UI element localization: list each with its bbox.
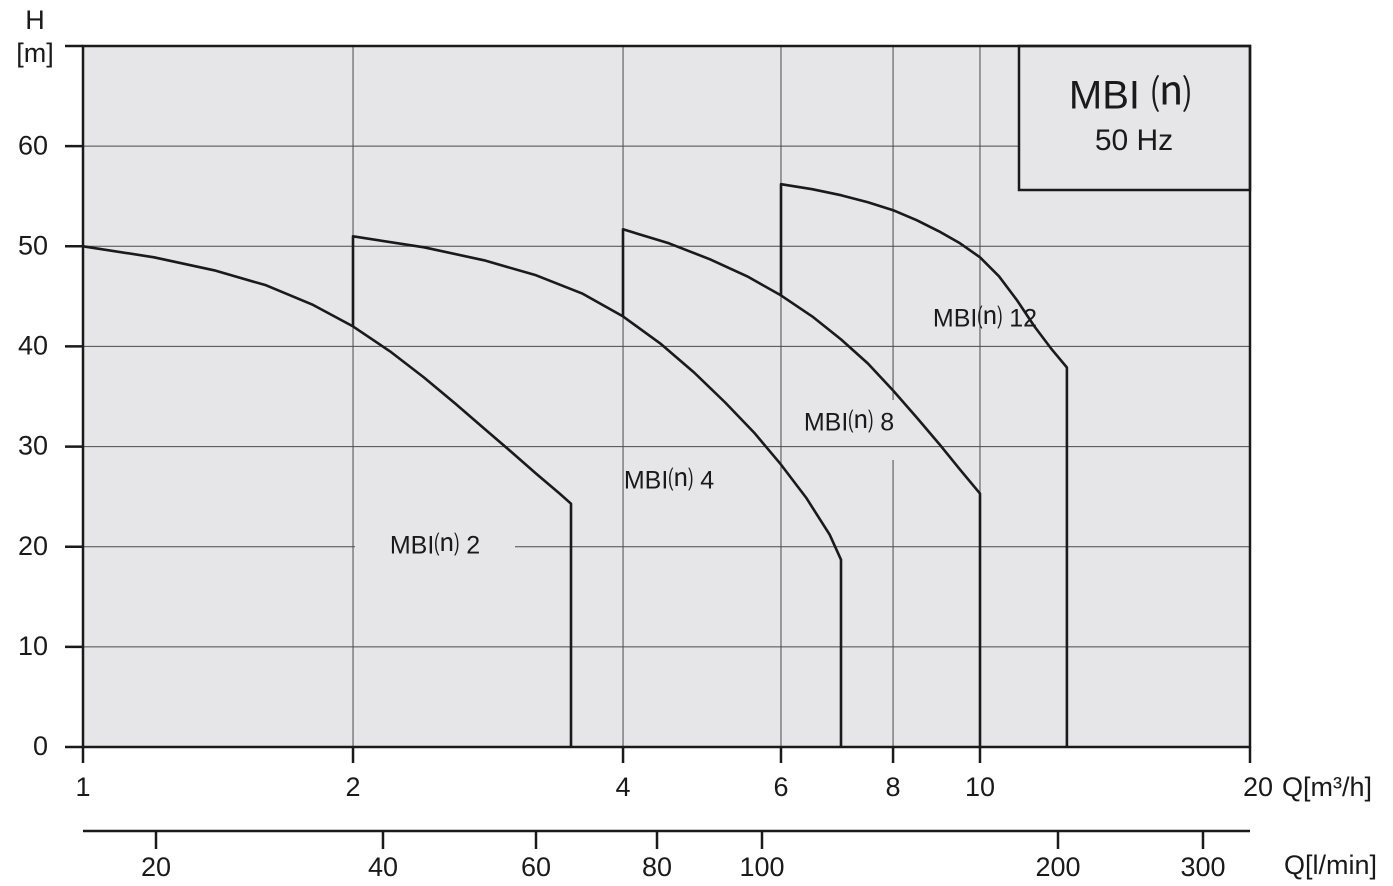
series-labels: MBI⒩ 2 MBI⒩ 4 MBI⒩ 8 MBI⒩ 12 [390,305,1037,560]
series-curve-4 [779,182,1069,747]
legend-subtitle: 50 Hz [1095,124,1173,157]
x-tick-label: 4 [616,772,631,802]
plot-frame [81,44,1252,749]
legend-box [1017,44,1252,192]
x-tick-label: 6 [773,772,788,802]
series-curve-1 [82,245,573,747]
x-tick-label: 8 [886,772,901,802]
series-label-1: MBI⒩ 2 [390,532,480,560]
y-tick-label: 20 [18,531,48,561]
y-tick-label: 50 [18,230,48,260]
y-axis-unit: [m] [16,38,54,68]
x-tick-label: 1 [75,772,90,802]
series-label-4: MBI⒩ 12 [933,305,1037,333]
secondary-tick-label: 80 [642,852,672,882]
secondary-tick-label: 200 [1035,852,1080,882]
secondary-tick-label: 300 [1180,852,1225,882]
x-tick-label: 20 [1243,772,1273,802]
legend-title: MBI ⒩ [1069,74,1191,118]
secondary-tick-label: 100 [739,852,784,882]
x-axis-label: Q[m³/h] [1282,772,1372,802]
series-label-2: MBI⒩ 4 [624,467,714,495]
y-axis-label: H [25,5,45,35]
axes: 0 10 20 30 40 50 60 H[m] 1 2 4 6 8 10 20 Q[m³/h] 20 40 60 8… [16,5,1377,882]
x-tick-label: 2 [346,772,361,802]
series-label-3: MBI⒩ 8 [804,409,894,437]
legend: MBI ⒩ 50 Hz [1017,44,1252,192]
y-tick-label: 10 [18,631,48,661]
secondary-tick-label: 40 [368,852,398,882]
y-tick-label: 30 [18,431,48,461]
secondary-axis-label: Q[l/min] [1284,850,1377,880]
y-tick-label: 40 [18,331,48,361]
secondary-tick-label: 20 [141,852,171,882]
x-tick-label: 10 [965,772,995,802]
secondary-tick-label: 60 [521,852,551,882]
y-tick-label: 0 [33,731,48,761]
y-tick-label: 60 [18,130,48,160]
series-curve-3 [621,228,982,747]
series-curve-2 [351,235,843,747]
series-curves [82,182,1069,747]
